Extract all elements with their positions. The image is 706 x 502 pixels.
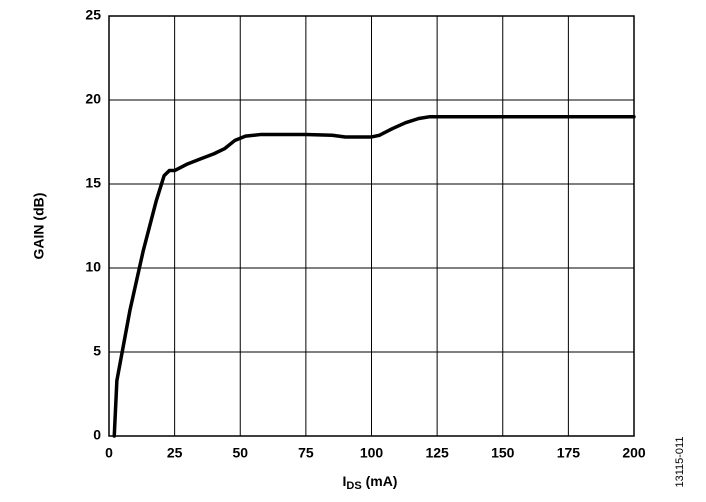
x-tick-label: 100: [360, 445, 384, 461]
x-tick-label: 50: [232, 445, 248, 461]
data-line: [112, 115, 636, 438]
y-tick-label: 15: [85, 175, 101, 191]
y-tick-label: 20: [85, 91, 101, 107]
x-tick-label: 200: [622, 445, 646, 461]
x-axis-label: IDS (mA): [343, 473, 398, 492]
y-tick-label: 5: [93, 343, 101, 359]
x-tick-label: 125: [425, 445, 449, 461]
x-tick-label: 175: [557, 445, 581, 461]
plot-frame: [108, 15, 635, 437]
x-label-sub: DS: [346, 480, 361, 492]
x-tick-label: 0: [105, 445, 113, 461]
x-label-main: I: [343, 473, 347, 489]
x-tick-label: 150: [491, 445, 515, 461]
y-tick-label: 25: [85, 7, 101, 23]
y-tick-label: 0: [93, 427, 101, 443]
x-tick-label: 25: [167, 445, 183, 461]
y-tick-label: 10: [85, 259, 101, 275]
x-label-unit: (mA): [362, 473, 398, 489]
y-axis-label: GAIN (dB): [31, 193, 47, 260]
side-note: 13115-011: [674, 437, 686, 488]
x-tick-label: 75: [298, 445, 314, 461]
